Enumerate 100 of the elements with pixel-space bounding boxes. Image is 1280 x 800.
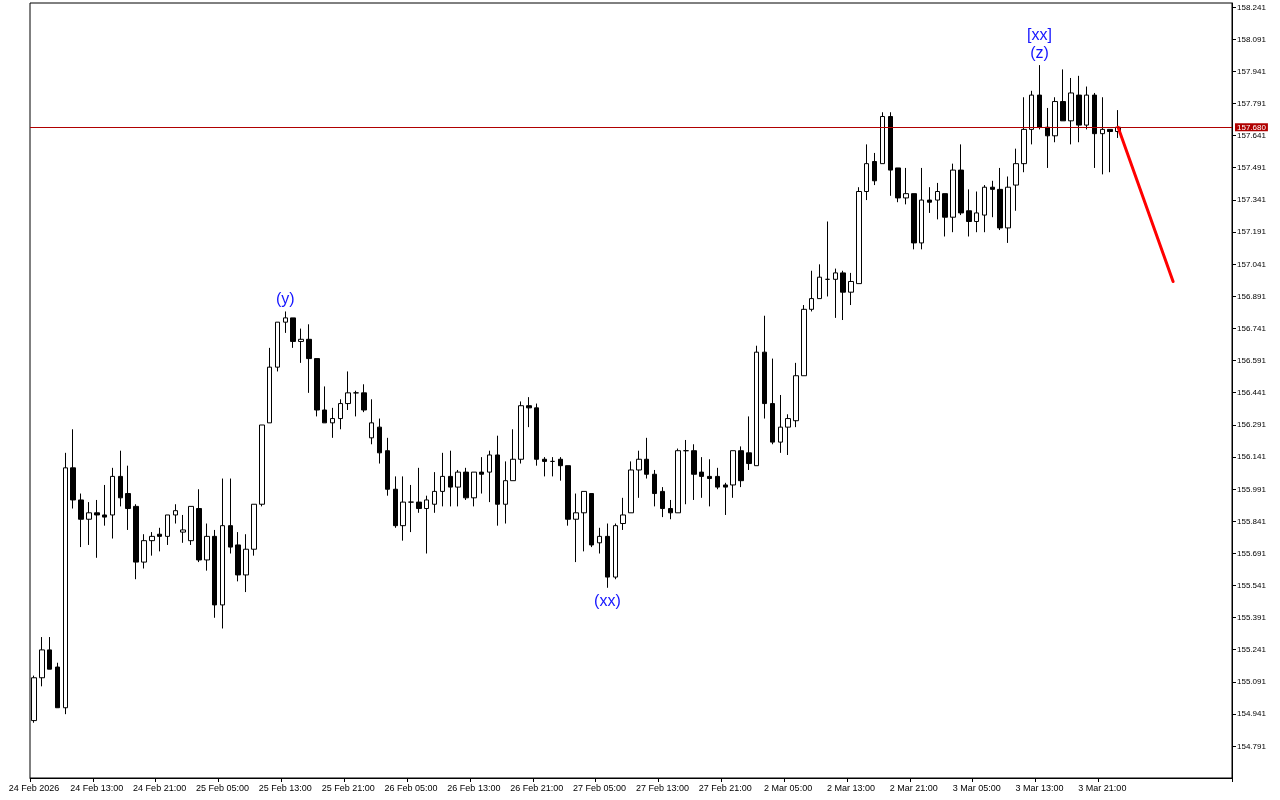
x-tick-label: 25 Feb 05:00 bbox=[195, 782, 249, 793]
candlestick bbox=[872, 152, 877, 186]
candlestick bbox=[762, 315, 767, 420]
candlestick bbox=[408, 484, 414, 533]
x-tick-label: 27 Feb 13:00 bbox=[635, 782, 689, 793]
candlestick bbox=[314, 358, 320, 417]
candlestick bbox=[565, 465, 571, 527]
candlestick bbox=[856, 186, 862, 285]
y-tick-label: 157.941 bbox=[1237, 66, 1267, 76]
candlestick bbox=[290, 317, 296, 349]
candlestick bbox=[809, 270, 814, 312]
candlestick bbox=[730, 450, 736, 499]
candlestick bbox=[817, 263, 822, 300]
x-tick-label: 26 Feb 21:00 bbox=[510, 782, 564, 793]
candlestick bbox=[1107, 128, 1113, 173]
candlestick bbox=[644, 437, 649, 480]
candlestick bbox=[220, 478, 225, 629]
text: [xx] bbox=[1027, 25, 1052, 43]
candlestick bbox=[487, 450, 492, 503]
candlestick bbox=[133, 503, 139, 580]
y-tick-label: 158.241 bbox=[1237, 2, 1267, 12]
text: (xx) bbox=[594, 592, 621, 610]
y-tick-label: 156.741 bbox=[1237, 323, 1267, 333]
x-tick-label: 24 Feb 13:00 bbox=[70, 782, 124, 793]
candlestick bbox=[393, 475, 398, 529]
candlestick bbox=[78, 493, 84, 548]
y-tick-label: 155.541 bbox=[1237, 580, 1267, 590]
candlestick bbox=[1005, 176, 1011, 244]
y-tick-label: 157.041 bbox=[1237, 259, 1267, 269]
candlestick bbox=[173, 503, 178, 525]
candlestick bbox=[243, 533, 249, 593]
candlestick bbox=[1013, 148, 1019, 212]
candlestick bbox=[338, 398, 343, 430]
candlestick bbox=[322, 385, 327, 424]
text: (y) bbox=[276, 289, 295, 307]
candlestick bbox=[361, 383, 367, 413]
ref-line-label: 157.680 bbox=[1237, 122, 1267, 132]
y-tick-label: 155.091 bbox=[1237, 677, 1267, 687]
candlestick bbox=[228, 478, 233, 555]
candlestick bbox=[942, 193, 948, 237]
y-tick-label: 156.441 bbox=[1237, 388, 1267, 398]
candlestick bbox=[864, 143, 869, 201]
candlestick bbox=[597, 527, 602, 555]
x-tick-label: 24 Feb 2026 bbox=[8, 782, 60, 793]
candlestick bbox=[770, 358, 775, 445]
candlestick bbox=[840, 270, 846, 321]
candlestick bbox=[345, 370, 351, 411]
candlestick bbox=[330, 407, 335, 439]
candlestick bbox=[503, 460, 508, 525]
candlestick bbox=[982, 184, 987, 233]
candlestick bbox=[1029, 90, 1034, 145]
candlestick bbox=[70, 428, 76, 510]
candlestick bbox=[550, 456, 555, 477]
candlestick bbox=[746, 415, 752, 471]
candlestick bbox=[1092, 92, 1097, 169]
candlestick bbox=[385, 437, 390, 497]
candlestick bbox=[660, 486, 665, 518]
candlestick bbox=[416, 467, 422, 514]
candlestick bbox=[628, 460, 634, 514]
x-tick-label: 25 Feb 21:00 bbox=[321, 782, 375, 793]
candlestick bbox=[668, 499, 673, 520]
candlestick bbox=[463, 467, 469, 501]
y-tick-label: 157.641 bbox=[1237, 131, 1267, 141]
candlestick bbox=[275, 321, 280, 372]
candlestick bbox=[652, 469, 657, 507]
x-tick-label: 27 Feb 05:00 bbox=[573, 782, 627, 793]
candlestick bbox=[778, 394, 783, 454]
y-tick-label: 154.941 bbox=[1237, 709, 1267, 719]
candlestick bbox=[424, 495, 429, 555]
candlestick bbox=[39, 636, 45, 687]
candlestick bbox=[990, 180, 995, 218]
candlestick bbox=[715, 467, 720, 490]
candlestick bbox=[204, 523, 210, 572]
candlestick bbox=[157, 527, 162, 552]
candlestick bbox=[801, 304, 807, 377]
candlestick bbox=[526, 396, 532, 428]
candlestick bbox=[86, 501, 92, 546]
candlestick bbox=[699, 456, 704, 499]
candlestick bbox=[880, 111, 885, 165]
candlestick bbox=[196, 488, 202, 563]
candlestick bbox=[165, 514, 170, 546]
candlestick bbox=[306, 323, 312, 394]
candlestick bbox=[738, 445, 744, 488]
x-tick-label: 2 Mar 05:00 bbox=[764, 782, 813, 793]
y-tick-label: 157.791 bbox=[1237, 98, 1267, 108]
x-tick-label: 3 Mar 21:00 bbox=[1078, 782, 1127, 793]
y-tick-label: 156.291 bbox=[1237, 420, 1267, 430]
candlestick bbox=[235, 531, 241, 582]
candlestick bbox=[471, 471, 477, 507]
candlestick bbox=[495, 435, 500, 527]
candlestick bbox=[589, 493, 594, 548]
candlestick bbox=[118, 450, 123, 507]
candlestick bbox=[353, 390, 359, 417]
candlestick bbox=[180, 514, 186, 544]
candlestick bbox=[510, 428, 516, 482]
candlestick bbox=[707, 458, 712, 507]
x-tick-label: 3 Mar 13:00 bbox=[1015, 782, 1064, 793]
candlestick bbox=[110, 467, 115, 540]
candlestick bbox=[754, 345, 759, 467]
candlestick bbox=[94, 499, 100, 559]
